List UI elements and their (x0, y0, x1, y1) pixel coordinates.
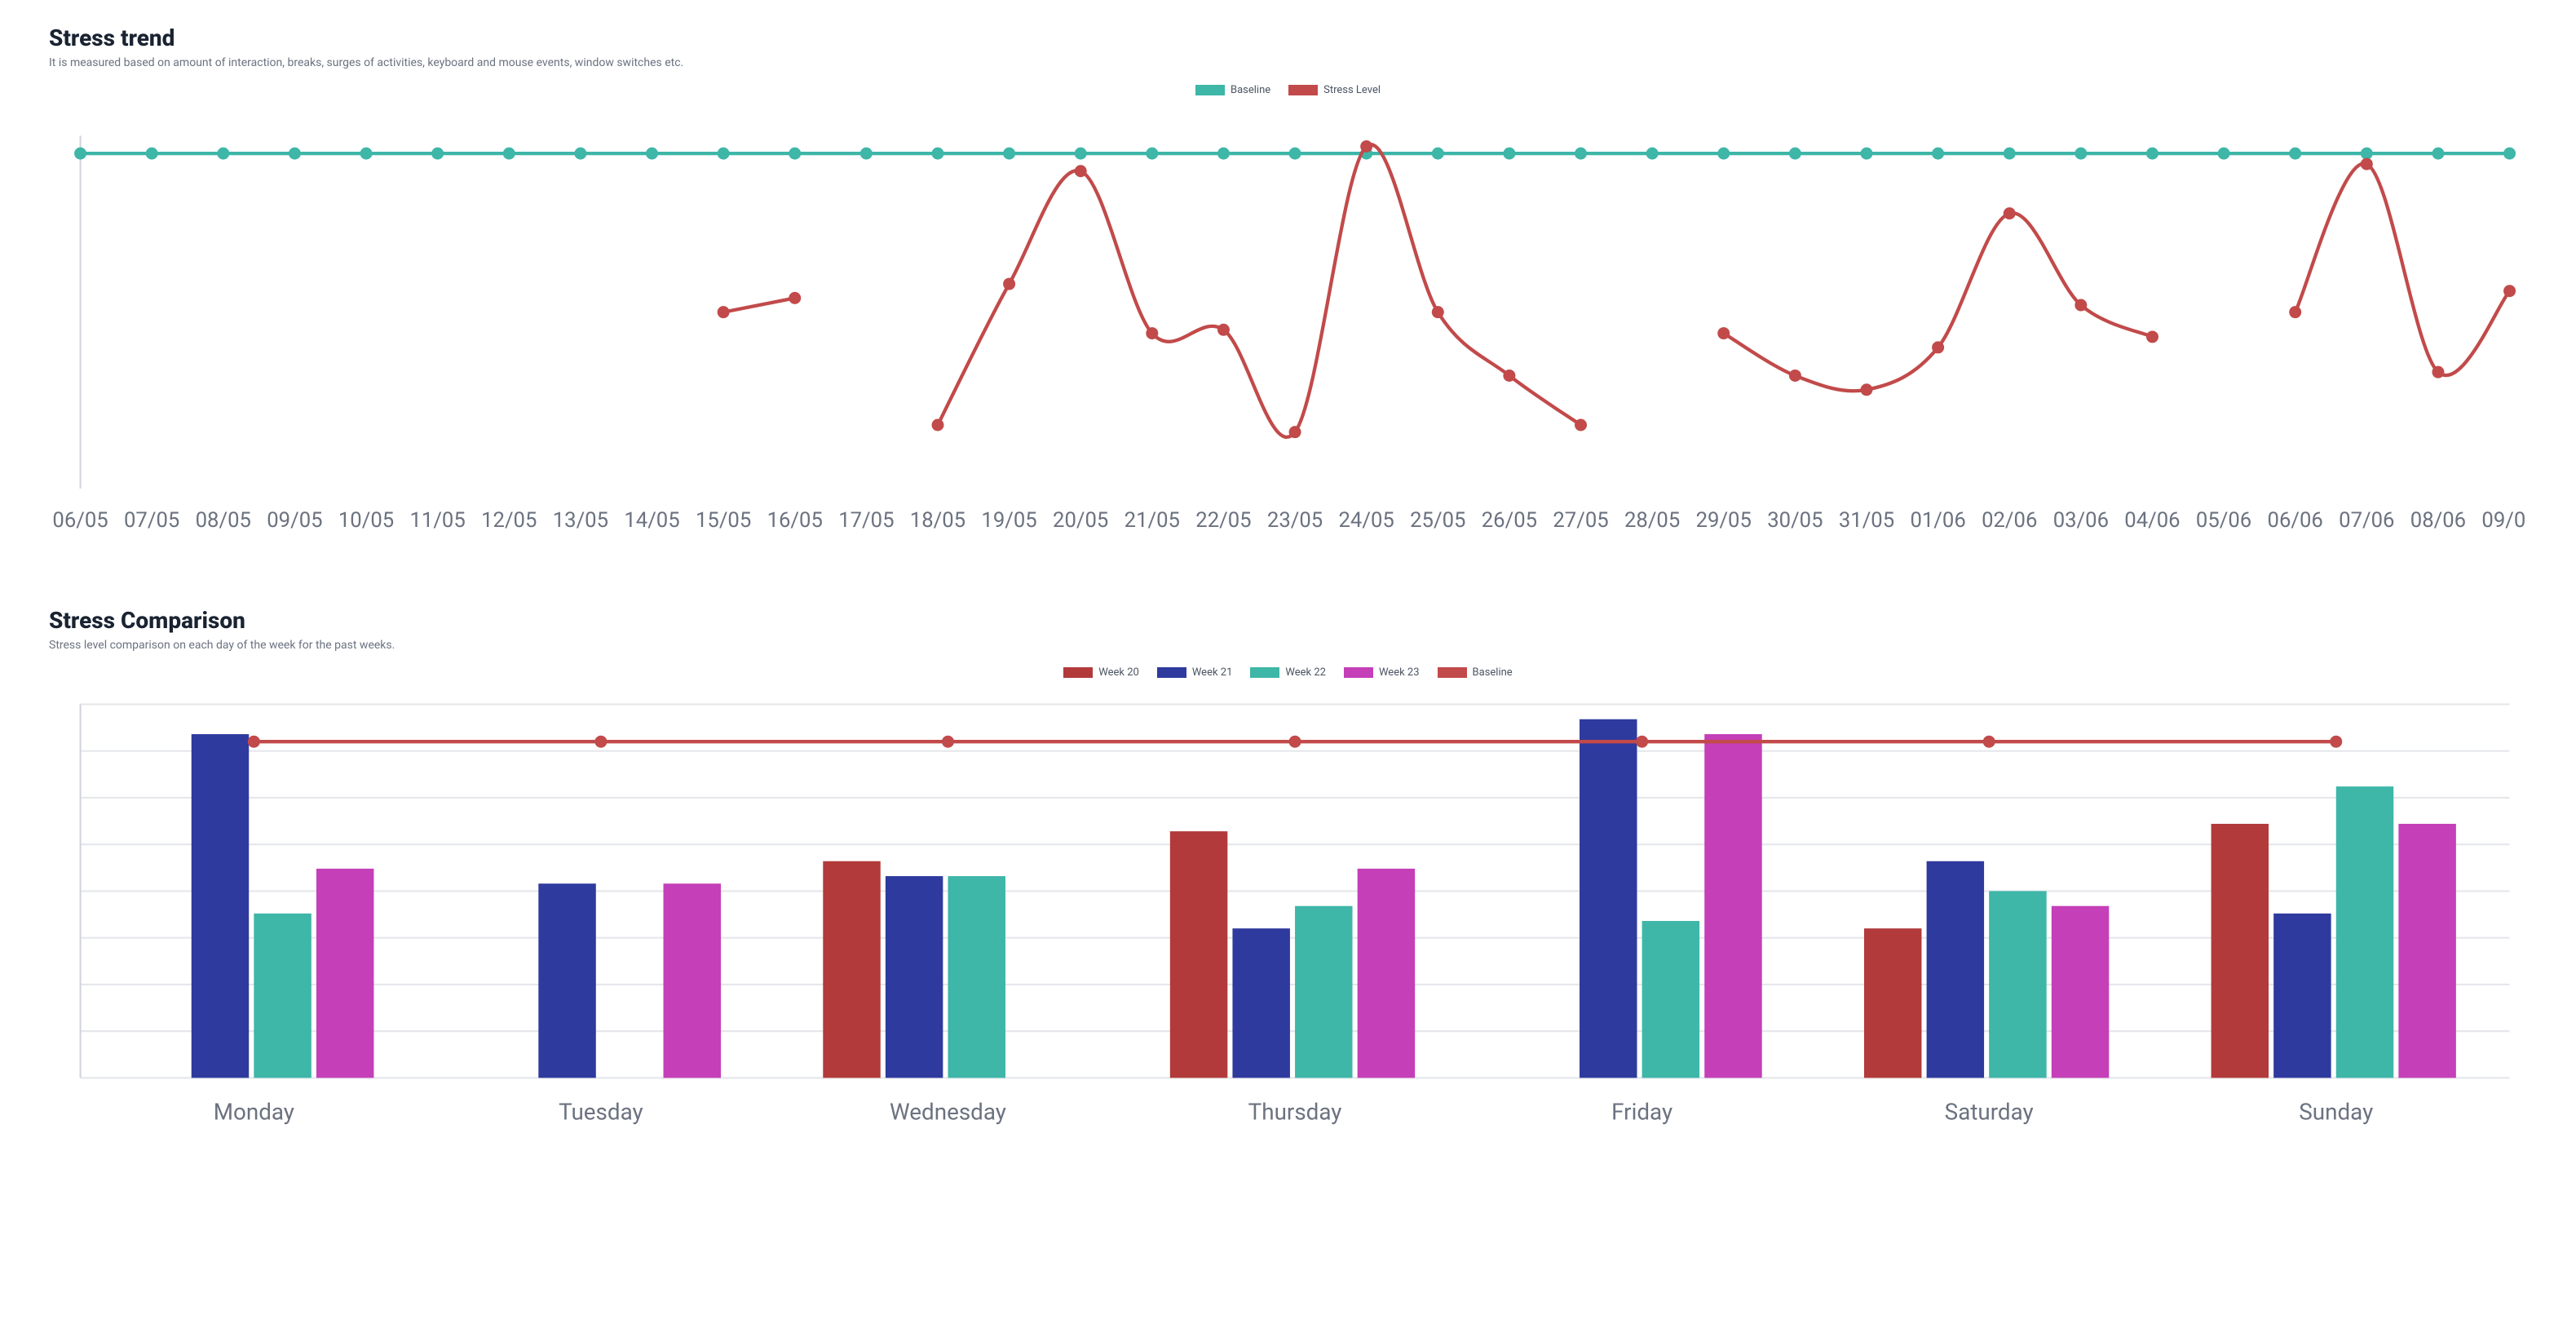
svg-text:05/06: 05/06 (2196, 508, 2251, 533)
legend-swatch (1157, 667, 1186, 678)
legend-swatch (1250, 667, 1279, 678)
svg-text:09/06: 09/06 (2481, 508, 2527, 533)
stress-trend-subtitle: It is measured based on amount of intera… (49, 56, 2527, 69)
stress-comparison-title: Stress Comparison (49, 607, 2527, 634)
legend-item[interactable]: Week 20 (1063, 666, 1139, 679)
stress-trend-svg: 06/05 07/05 08/05 09/05 10/05 11/05 12/05 13/05… (49, 104, 2527, 558)
legend-item[interactable]: Week 23 (1344, 666, 1420, 679)
svg-text:11/05: 11/05 (409, 508, 465, 533)
legend-item[interactable]: Week 22 (1250, 666, 1326, 679)
legend-swatch (1438, 667, 1467, 678)
svg-text:22/05: 22/05 (1195, 508, 1251, 533)
svg-text:19/05: 19/05 (981, 508, 1036, 533)
svg-text:06/05: 06/05 (52, 508, 108, 533)
svg-text:25/05: 25/05 (1410, 508, 1465, 533)
svg-text:14/05: 14/05 (624, 508, 679, 533)
svg-text:26/05: 26/05 (1482, 508, 1537, 533)
legend-label: Stress Level (1323, 84, 1381, 96)
stress-comparison-legend: Week 20 Week 21 Week 22 Week 23 Baseline (49, 666, 2527, 679)
svg-text:Saturday: Saturday (1945, 1099, 2034, 1126)
svg-text:04/06: 04/06 (2124, 508, 2180, 533)
legend-item[interactable]: Week 21 (1157, 666, 1233, 679)
svg-text:06/06: 06/06 (2268, 508, 2323, 533)
svg-text:01/06: 01/06 (1910, 508, 1965, 533)
legend-swatch (1288, 85, 1318, 95)
svg-text:27/05: 27/05 (1553, 508, 1608, 533)
svg-text:08/05: 08/05 (196, 508, 251, 533)
svg-text:07/06: 07/06 (2339, 508, 2394, 533)
legend-swatch (1195, 85, 1225, 95)
svg-text:Tuesday: Tuesday (559, 1099, 643, 1126)
stress-trend-title: Stress trend (49, 24, 2527, 51)
svg-text:20/05: 20/05 (1053, 508, 1108, 533)
svg-text:28/05: 28/05 (1624, 508, 1680, 533)
svg-text:23/05: 23/05 (1267, 508, 1323, 533)
svg-text:21/05: 21/05 (1125, 508, 1180, 533)
legend-swatch (1063, 667, 1093, 678)
legend-item[interactable]: Baseline (1195, 84, 1270, 96)
stress-comparison-subtitle: Stress level comparison on each day of t… (49, 639, 2527, 652)
svg-text:09/05: 09/05 (267, 508, 322, 533)
legend-item[interactable]: Stress Level (1288, 84, 1381, 96)
svg-text:12/05: 12/05 (481, 508, 537, 533)
svg-text:Thursday: Thursday (1248, 1099, 1342, 1126)
svg-text:Sunday: Sunday (2299, 1099, 2373, 1126)
stress-comparison-chart: Monday Tuesday Wednesday Thursday Friday Satu… (49, 687, 2527, 1140)
legend-label: Week 22 (1285, 666, 1326, 679)
svg-text:17/05: 17/05 (838, 508, 894, 533)
svg-text:18/05: 18/05 (910, 508, 965, 533)
stress-trend-section: Stress trend It is measured based on amo… (49, 24, 2527, 558)
legend-item[interactable]: Baseline (1438, 666, 1513, 679)
svg-text:10/05: 10/05 (338, 508, 394, 533)
stress-comparison-svg: Monday Tuesday Wednesday Thursday Friday Satu… (49, 687, 2527, 1140)
svg-text:Wednesday: Wednesday (890, 1099, 1006, 1126)
svg-text:31/05: 31/05 (1839, 508, 1894, 533)
svg-text:13/05: 13/05 (553, 508, 608, 533)
svg-text:03/06: 03/06 (2053, 508, 2109, 533)
legend-label: Week 23 (1379, 666, 1420, 679)
svg-text:24/05: 24/05 (1339, 508, 1394, 533)
svg-text:07/05: 07/05 (124, 508, 179, 533)
legend-label: Week 20 (1098, 666, 1139, 679)
svg-text:Monday: Monday (214, 1099, 294, 1126)
svg-text:Friday: Friday (1611, 1099, 1672, 1126)
legend-label: Week 21 (1192, 666, 1233, 679)
svg-text:08/06: 08/06 (2410, 508, 2466, 533)
svg-text:02/06: 02/06 (1982, 508, 2037, 533)
svg-text:29/05: 29/05 (1696, 508, 1752, 533)
svg-text:30/05: 30/05 (1767, 508, 1823, 533)
legend-label: Baseline (1231, 84, 1270, 96)
legend-label: Baseline (1473, 666, 1513, 679)
svg-text:15/05: 15/05 (696, 508, 751, 533)
stress-trend-chart: 06/05 07/05 08/05 09/05 10/05 11/05 12/05 13/05… (49, 104, 2527, 558)
legend-swatch (1344, 667, 1373, 678)
svg-text:16/05: 16/05 (767, 508, 823, 533)
stress-comparison-section: Stress Comparison Stress level compariso… (49, 607, 2527, 1140)
stress-trend-legend: Baseline Stress Level (49, 84, 2527, 96)
